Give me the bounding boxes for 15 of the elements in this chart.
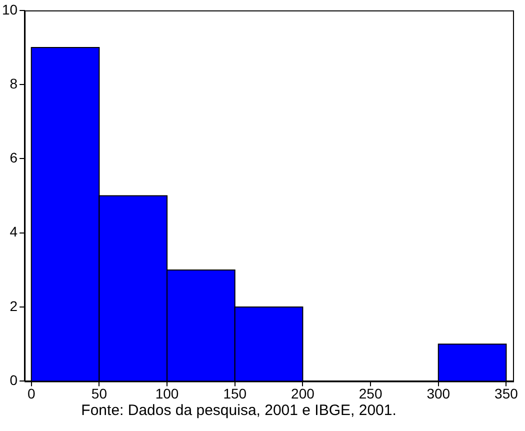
x-tick-label: 0 bbox=[27, 385, 36, 402]
y-tick-label: 8 bbox=[10, 75, 18, 92]
y-tick-label: 6 bbox=[10, 150, 18, 166]
y-tick-label: 2 bbox=[10, 298, 18, 314]
x-tick-label: 50 bbox=[91, 385, 108, 402]
x-tick-label: 100 bbox=[155, 385, 179, 402]
y-tick-label: 4 bbox=[10, 224, 18, 240]
x-tick-label: 150 bbox=[223, 385, 247, 402]
x-tick-label: 250 bbox=[358, 385, 382, 402]
x-tick-label: 200 bbox=[291, 385, 315, 402]
x-tick-label: 300 bbox=[426, 385, 450, 402]
x-tick-label: 350 bbox=[494, 385, 518, 402]
y-tick-label: 10 bbox=[2, 1, 18, 18]
source-note: Fonte: Dados da pesquisa, 2001 e IBGE, 2001. bbox=[81, 402, 396, 419]
y-tick-label: 0 bbox=[10, 372, 18, 388]
